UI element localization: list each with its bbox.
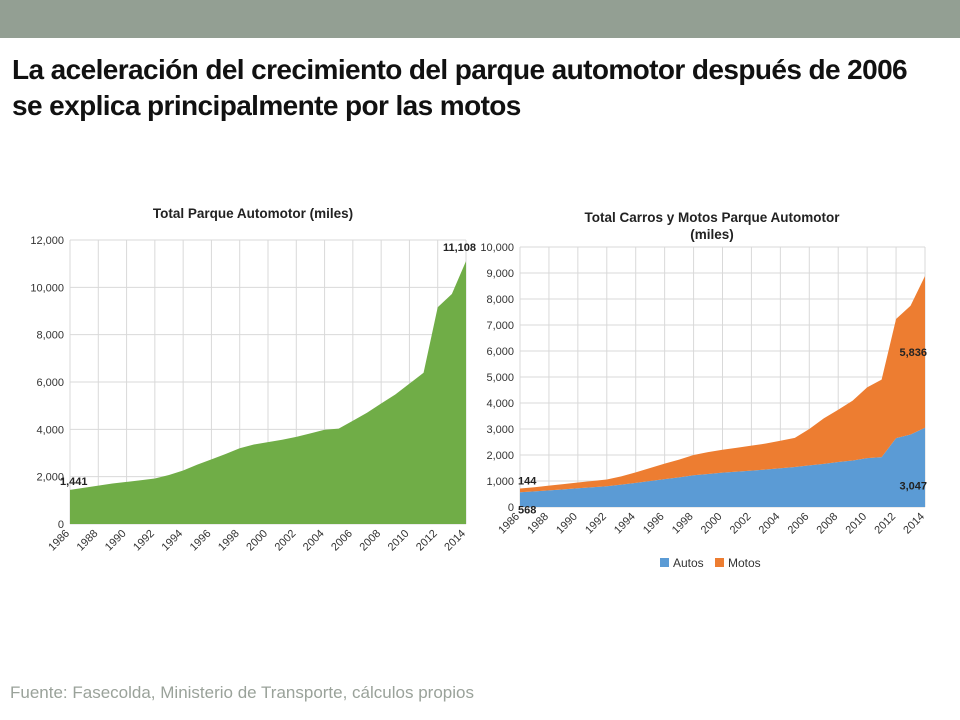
- x-tick-label: 1996: [641, 511, 667, 537]
- area-series: [70, 261, 466, 524]
- x-tick-label: 1988: [75, 528, 101, 554]
- y-tick-label: 2,000: [486, 450, 514, 462]
- x-tick-label: 1994: [159, 528, 185, 554]
- chart-title: (miles): [690, 227, 734, 242]
- x-tick-label: 2014: [442, 528, 468, 554]
- x-tick-label: 1994: [612, 511, 638, 537]
- data-label: 3,047: [899, 480, 927, 492]
- x-tick-label: 1986: [46, 528, 72, 554]
- area-series-autos: [520, 427, 925, 507]
- legend-swatch: [715, 558, 724, 567]
- source-note: Fuente: Fasecolda, Ministerio de Transpo…: [10, 683, 474, 702]
- y-tick-label: 4,000: [486, 398, 514, 410]
- x-tick-label: 1992: [583, 511, 609, 537]
- y-tick-label: 8,000: [36, 330, 64, 342]
- y-tick-label: 4,000: [36, 424, 64, 436]
- x-tick-label: 2004: [301, 528, 327, 554]
- area-series-motos: [520, 276, 925, 493]
- slide-title: La aceleración del crecimiento del parqu…: [12, 54, 908, 121]
- x-tick-label: 2006: [329, 528, 355, 554]
- y-tick-label: 3,000: [486, 424, 514, 436]
- x-tick-label: 2010: [843, 511, 869, 537]
- y-tick-label: 6,000: [486, 346, 514, 358]
- y-tick-label: 0: [58, 519, 64, 531]
- x-tick-label: 2000: [244, 528, 270, 554]
- x-tick-label: 1992: [131, 528, 157, 554]
- y-tick-label: 9,000: [486, 268, 514, 280]
- chart-title: Total Parque Automotor (miles): [153, 206, 353, 221]
- data-label: 1,441: [60, 476, 88, 488]
- data-label: 144: [518, 475, 537, 487]
- x-tick-label: 2012: [872, 511, 898, 537]
- x-tick-label: 2000: [699, 511, 725, 537]
- x-tick-label: 2002: [728, 511, 754, 537]
- legend-swatch: [660, 558, 669, 567]
- y-tick-label: 5,000: [486, 372, 514, 384]
- x-tick-label: 2008: [357, 528, 383, 554]
- chart-total-parque: Total Parque Automotor (miles) 0 2,000 4,00…: [30, 206, 476, 554]
- x-tick-label: 2006: [786, 511, 812, 537]
- x-tick-label: 1990: [103, 528, 129, 554]
- legend-label: Autos: [673, 556, 704, 570]
- x-tick-label: 2012: [414, 528, 440, 554]
- y-tick-label: 6,000: [36, 377, 64, 389]
- x-tick-label: 2002: [273, 528, 299, 554]
- x-tick-label: 1990: [554, 511, 580, 537]
- chart-title: Total Carros y Motos Parque Automotor: [584, 210, 840, 225]
- x-tick-label: 2010: [386, 528, 412, 554]
- y-tick-label: 10,000: [480, 242, 514, 254]
- x-tick-label: 1998: [670, 511, 696, 537]
- header-bar: [0, 0, 960, 38]
- y-tick-label: 8,000: [486, 294, 514, 306]
- y-tick-label: 7,000: [486, 320, 514, 332]
- data-label: 5,836: [899, 347, 927, 359]
- x-tick-label: 2014: [901, 511, 927, 537]
- y-tick-label: 2,000: [36, 472, 64, 484]
- y-tick-label: 12,000: [30, 235, 64, 247]
- x-tick-label: 2008: [815, 511, 841, 537]
- legend-label: Motos: [728, 556, 761, 570]
- x-tick-label: 1996: [188, 528, 214, 554]
- y-tick-label: 1,000: [486, 476, 514, 488]
- x-tick-label: 2004: [757, 511, 783, 537]
- data-label: 568: [518, 505, 536, 517]
- data-label: 11,108: [443, 242, 476, 254]
- chart-carros-motos: Total Carros y Motos Parque Automotor (mi…: [480, 210, 927, 570]
- y-tick-label: 0: [508, 502, 514, 514]
- y-tick-label: 10,000: [30, 282, 64, 294]
- x-tick-label: 1998: [216, 528, 242, 554]
